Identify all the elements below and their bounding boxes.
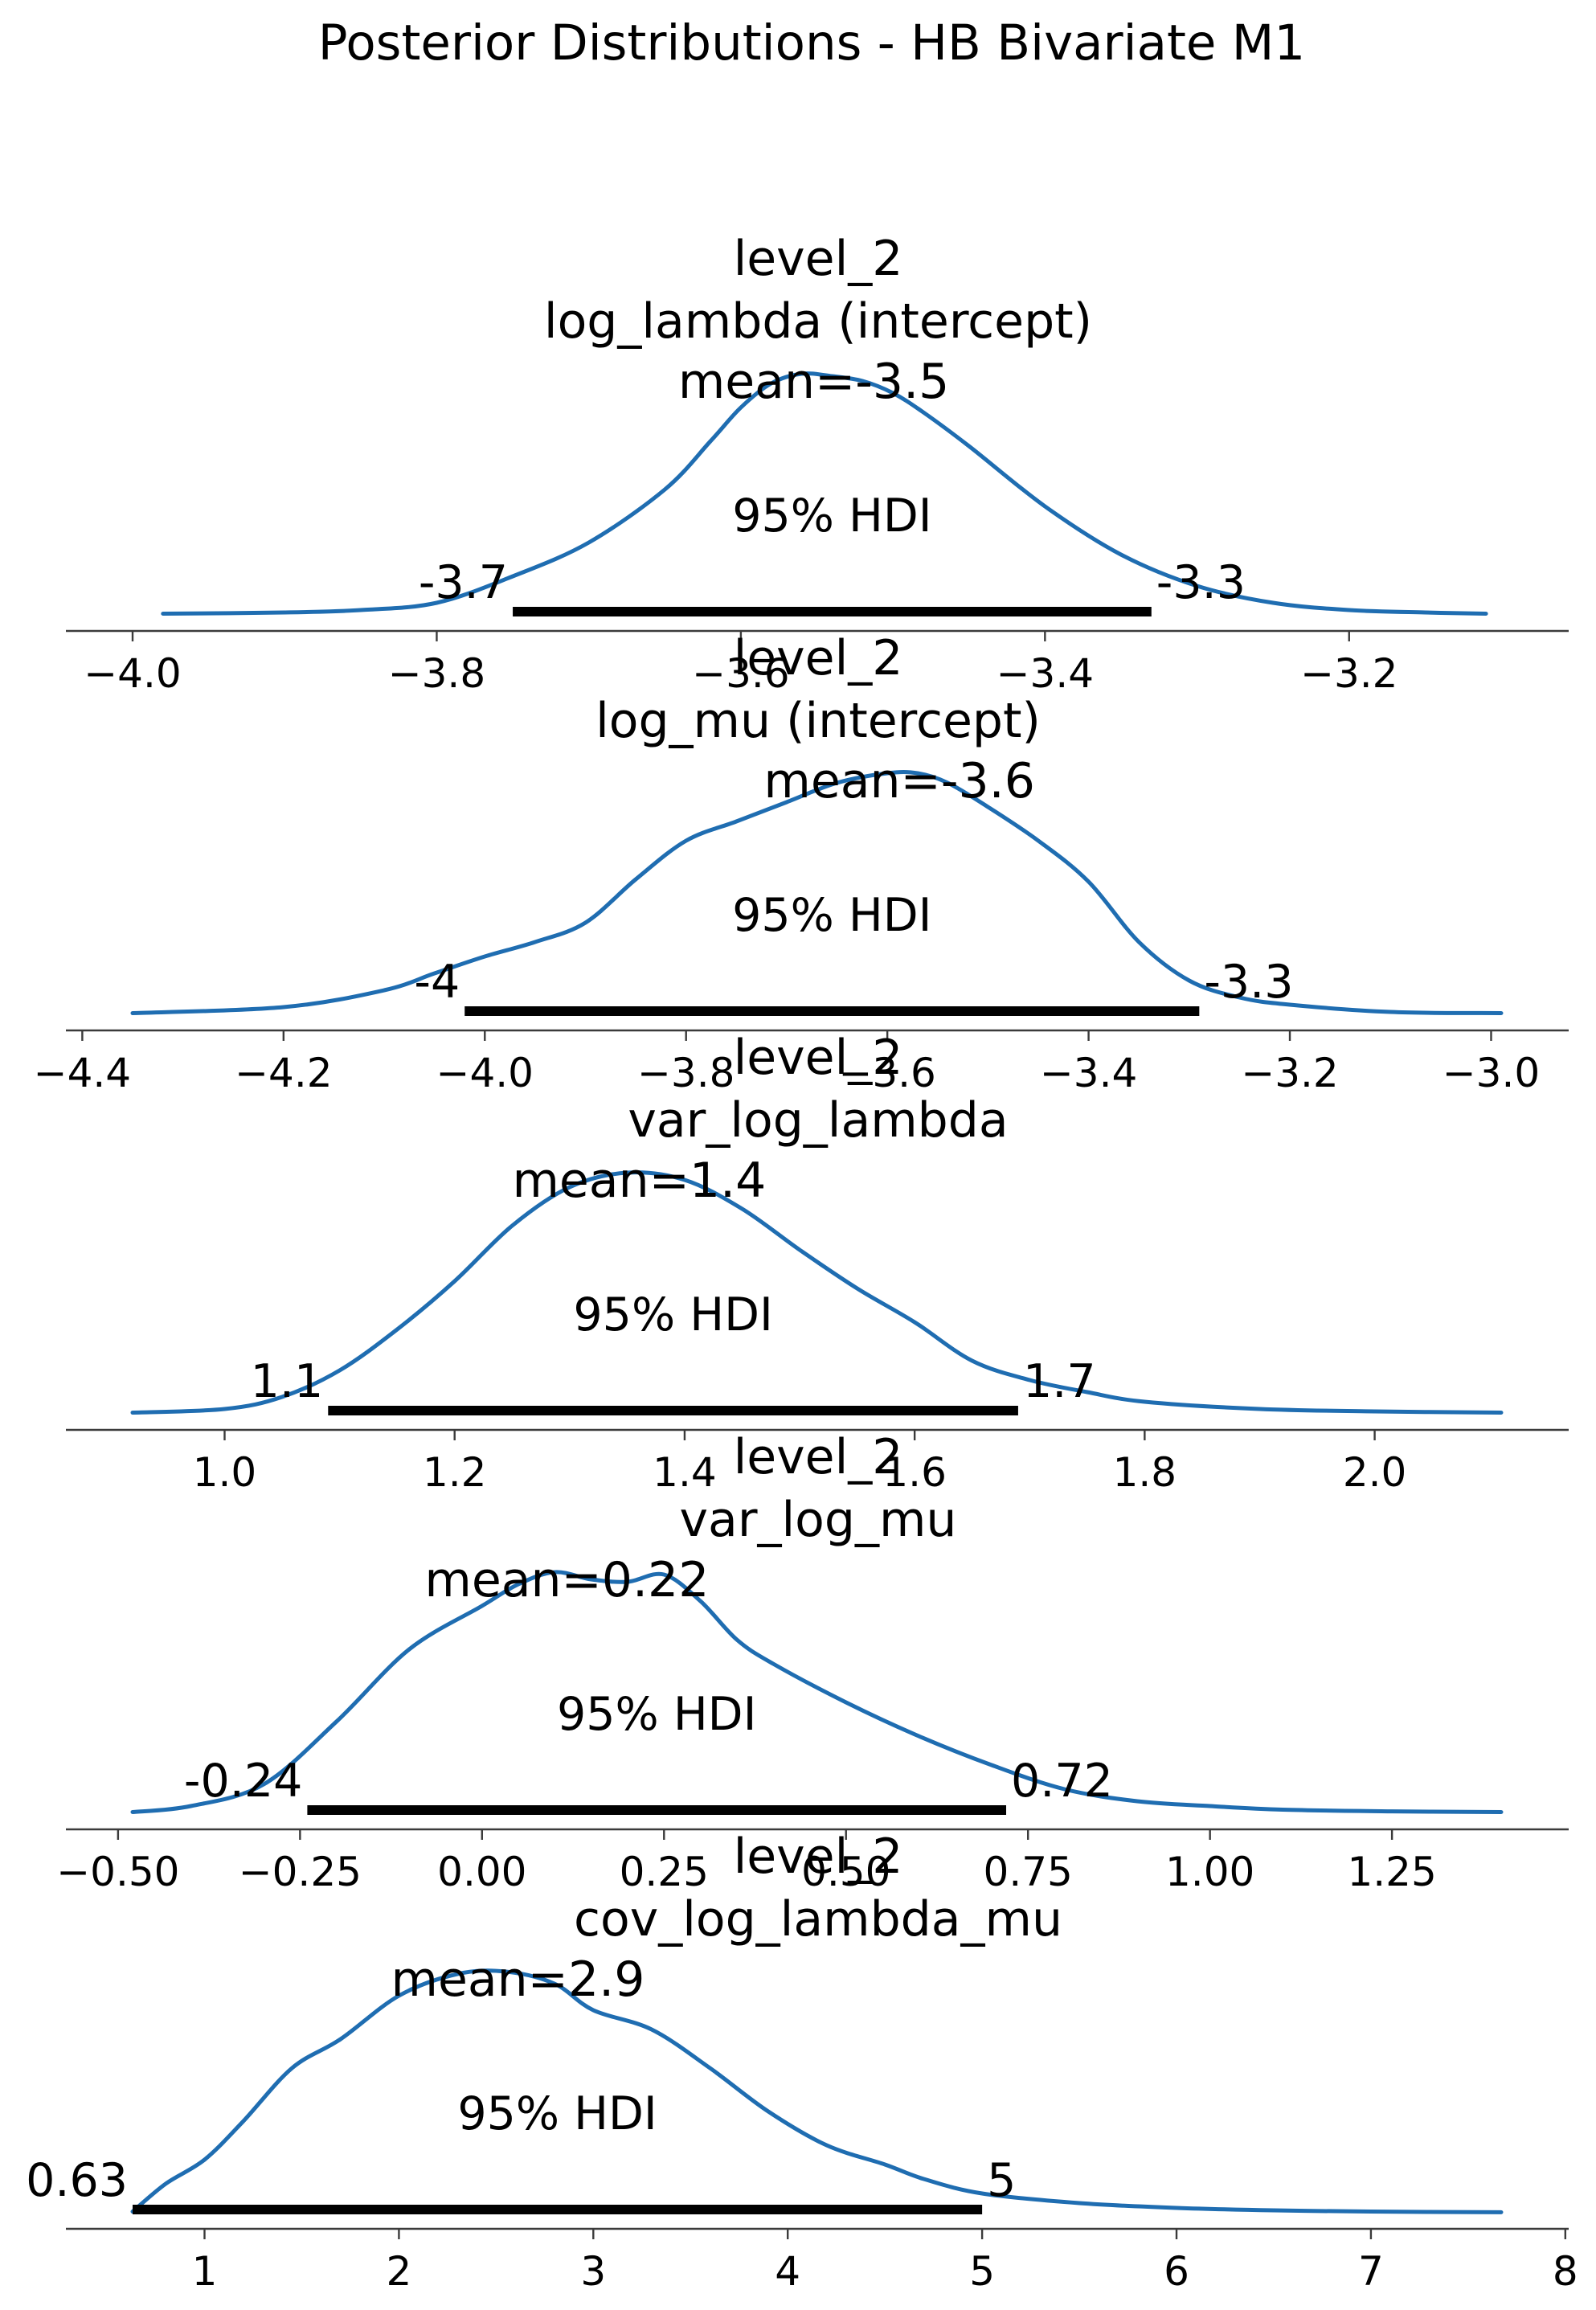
kde-curve bbox=[130, 1170, 1504, 1415]
kde-curve bbox=[130, 1570, 1504, 1814]
panel-title-variable: var_log_mu bbox=[680, 1492, 957, 1548]
panel-title-group: level_2 bbox=[734, 231, 903, 287]
kde-curve bbox=[161, 371, 1488, 616]
x-tick-label: 0.25 bbox=[620, 1849, 709, 1895]
mean-label: mean=-3.6 bbox=[763, 753, 1035, 809]
panel-title-variable: var_log_lambda bbox=[628, 1092, 1008, 1149]
x-tick-label: −3.6 bbox=[692, 650, 789, 697]
x-tick-label: 1.6 bbox=[882, 1449, 947, 1496]
x-tick-label: 1.25 bbox=[1347, 1849, 1436, 1895]
panel-title-variable: log_lambda (intercept) bbox=[544, 293, 1092, 350]
x-tick-label: 2.0 bbox=[1343, 1449, 1407, 1496]
hdi-upper-label: 1.7 bbox=[1023, 1355, 1096, 1408]
hdi-lower-label: -4 bbox=[414, 956, 460, 1009]
panel-title-group: level_2 bbox=[734, 1829, 903, 1885]
x-tick-label: 3 bbox=[580, 2248, 606, 2295]
hdi-caption: 95% HDI bbox=[573, 1288, 772, 1341]
hdi-upper-label: -3.3 bbox=[1204, 956, 1293, 1009]
panel-2: level_2 log_mu (intercept) -4 -3.3 95% HDI me… bbox=[34, 630, 1569, 1096]
mean-label: mean=2.9 bbox=[391, 1952, 645, 2008]
mean-label: mean=0.22 bbox=[424, 1552, 709, 1608]
x-tick-label: −3.6 bbox=[838, 1050, 935, 1096]
panel-1: level_2 log_lambda (intercept) -3.7 -3.3 95%… bbox=[66, 231, 1569, 697]
x-tick-label: −3.4 bbox=[1040, 1050, 1137, 1096]
x-tick-label: −3.2 bbox=[1300, 650, 1398, 697]
mean-label: mean=-3.5 bbox=[678, 354, 950, 410]
figure-title: Posterior Distributions - HB Bivariate M… bbox=[318, 14, 1306, 72]
hdi-caption: 95% HDI bbox=[732, 489, 931, 543]
x-tick-label: −3.2 bbox=[1241, 1050, 1338, 1096]
x-tick-label: 1 bbox=[192, 2248, 218, 2295]
x-tick-label: −3.8 bbox=[388, 650, 485, 697]
x-tick-label: −4.0 bbox=[436, 1050, 534, 1096]
kde-curve bbox=[130, 770, 1504, 1015]
x-tick-label: 8 bbox=[1553, 2248, 1578, 2295]
x-tick-label: −0.50 bbox=[56, 1849, 179, 1895]
panel-3: level_2 var_log_lambda 1.1 1.7 95% HDI mean=1… bbox=[66, 1030, 1569, 1496]
x-tick-label: 0.00 bbox=[437, 1849, 526, 1895]
panel-4: level_2 var_log_mu -0.24 0.72 95% HDI mean=0.… bbox=[56, 1429, 1569, 1895]
x-tick-label: −4.0 bbox=[84, 650, 181, 697]
panel-title-variable: cov_log_lambda_mu bbox=[574, 1891, 1062, 1948]
panel-5: level_2 cov_log_lambda_mu 0.63 5 95% HDI mean… bbox=[26, 1829, 1578, 2295]
hdi-lower-label: 0.63 bbox=[26, 2154, 128, 2207]
x-tick-label: 1.2 bbox=[423, 1449, 487, 1496]
x-tick-label: −4.2 bbox=[235, 1050, 332, 1096]
x-tick-label: −0.25 bbox=[239, 1849, 362, 1895]
hdi-lower-label: 1.1 bbox=[251, 1355, 324, 1408]
hdi-lower-label: -3.7 bbox=[419, 556, 508, 609]
hdi-caption: 95% HDI bbox=[557, 1688, 756, 1741]
panel-title-variable: log_mu (intercept) bbox=[595, 693, 1041, 749]
x-tick-label: 1.0 bbox=[193, 1449, 257, 1496]
x-tick-label: 1.8 bbox=[1113, 1449, 1177, 1496]
x-tick-label: −3.4 bbox=[996, 650, 1094, 697]
x-tick-label: 6 bbox=[1164, 2248, 1189, 2295]
hdi-lower-label: -0.24 bbox=[184, 1755, 302, 1808]
x-tick-label: 1.4 bbox=[653, 1449, 717, 1496]
x-tick-label: −4.4 bbox=[34, 1050, 131, 1096]
kde-curve bbox=[130, 1968, 1504, 2214]
hdi-caption: 95% HDI bbox=[732, 889, 931, 942]
x-tick-label: −3.8 bbox=[637, 1050, 735, 1096]
x-tick-label: −3.0 bbox=[1443, 1050, 1540, 1096]
x-tick-label: 7 bbox=[1358, 2248, 1384, 2295]
hdi-upper-label: 0.72 bbox=[1011, 1755, 1113, 1808]
hdi-upper-label: 5 bbox=[987, 2154, 1016, 2207]
x-tick-label: 0.75 bbox=[984, 1849, 1073, 1895]
hdi-upper-label: -3.3 bbox=[1156, 556, 1246, 609]
panel-title-group: level_2 bbox=[734, 1030, 903, 1086]
x-tick-label: 0.50 bbox=[801, 1849, 890, 1895]
mean-label: mean=1.4 bbox=[512, 1153, 766, 1209]
panel-title-group: level_2 bbox=[734, 630, 903, 686]
x-tick-label: 2 bbox=[387, 2248, 412, 2295]
x-tick-label: 1.00 bbox=[1165, 1849, 1254, 1895]
hdi-caption: 95% HDI bbox=[457, 2087, 657, 2140]
x-tick-label: 5 bbox=[969, 2248, 995, 2295]
panel-title-group: level_2 bbox=[734, 1429, 903, 1485]
panels: level_2 log_lambda (intercept) -3.7 -3.3 95%… bbox=[26, 231, 1578, 2295]
x-tick-label: 4 bbox=[775, 2248, 800, 2295]
